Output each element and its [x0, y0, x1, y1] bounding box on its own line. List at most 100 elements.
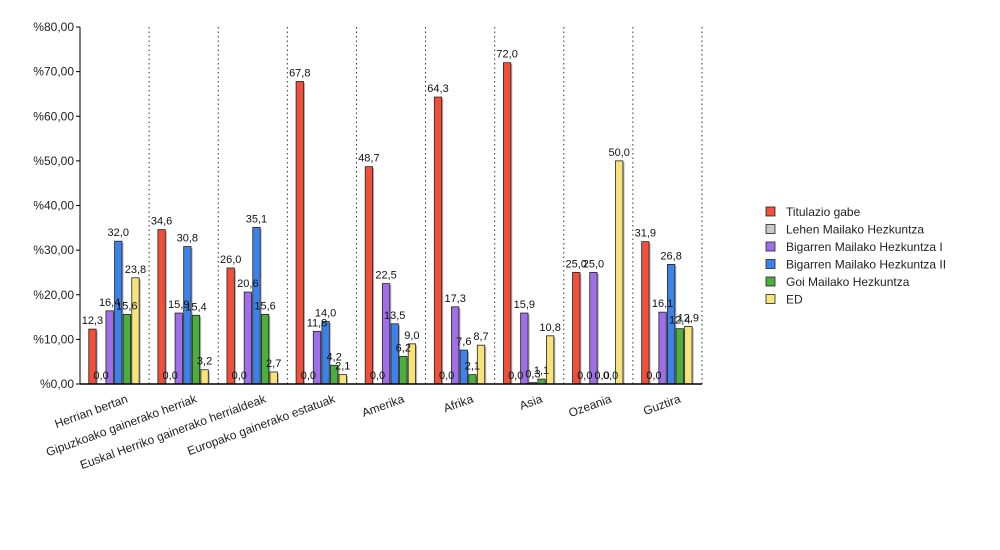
y-tick-label: %60,00 — [33, 109, 74, 123]
legend-label: Bigarren Mailako Hezkuntza II — [786, 258, 946, 272]
data-label: 2,1 — [335, 361, 350, 373]
data-label: 20,6 — [237, 278, 258, 290]
bar — [131, 277, 140, 385]
data-label: 32,0 — [108, 227, 129, 239]
bar — [399, 355, 408, 385]
bar — [200, 369, 209, 385]
legend-swatch — [765, 224, 776, 234]
data-label: 0,3 — [525, 369, 540, 381]
data-label: 11,8 — [307, 317, 328, 329]
data-label: 26,0 — [220, 254, 241, 266]
category-label: Amerika — [360, 392, 406, 420]
bar — [433, 96, 443, 385]
data-label: 1,1 — [534, 365, 549, 377]
legend-swatch — [765, 294, 776, 304]
y-tick-label: %40,00 — [33, 199, 74, 213]
legend-label: Bigarren Mailako Hezkuntza I — [786, 240, 943, 254]
data-label: 7,6 — [456, 336, 471, 348]
data-label: 48,7 — [358, 153, 379, 165]
bar — [114, 240, 123, 385]
bar — [183, 246, 192, 385]
legend-item: ED — [765, 293, 803, 307]
data-label: 12,9 — [678, 312, 699, 324]
category-label: Guztira — [641, 392, 682, 418]
data-label: 0,0 — [301, 370, 316, 382]
category-label: Asia — [518, 392, 545, 413]
legend-swatch — [765, 259, 776, 269]
y-tick-label: %30,00 — [33, 243, 74, 257]
data-label: 25,0 — [583, 258, 604, 270]
data-label: 30,8 — [177, 233, 198, 245]
bar — [572, 272, 581, 385]
data-label: 6,2 — [396, 342, 411, 354]
data-label: 0,0 — [603, 370, 618, 382]
bar — [503, 62, 512, 385]
category-label: Afrika — [442, 392, 476, 416]
data-label: 23,8 — [125, 264, 146, 276]
legend-item: Lehen Mailako Hezkuntza — [765, 223, 924, 237]
data-label: 15,9 — [514, 299, 535, 311]
data-label: 50,0 — [609, 147, 630, 159]
bar — [381, 283, 391, 385]
bar — [157, 229, 166, 385]
data-label: 67,8 — [289, 67, 310, 79]
data-label: 0,0 — [370, 370, 385, 382]
bar — [295, 81, 304, 385]
y-tick-label: %70,00 — [33, 65, 74, 79]
data-label: 0,0 — [163, 370, 178, 382]
bar — [269, 371, 278, 385]
data-label: 16,1 — [652, 298, 673, 310]
bar — [364, 166, 374, 385]
legend-item: Titulazio gabe — [765, 205, 861, 219]
data-label: 0,0 — [93, 370, 108, 382]
data-label: 3,2 — [197, 356, 212, 368]
data-label: 2,1 — [465, 361, 480, 373]
legend-label: Goi Mailako Hezkuntza — [786, 275, 910, 289]
legend-swatch — [765, 241, 776, 252]
legend-label: ED — [786, 293, 803, 307]
data-label: 0,0 — [439, 370, 454, 382]
data-label: 34,6 — [151, 216, 172, 228]
data-label: 0,0 — [508, 370, 523, 382]
data-label: 35,1 — [246, 213, 267, 225]
legend-item: Bigarren Mailako Hezkuntza II — [765, 258, 946, 272]
data-label: 4,2 — [327, 351, 342, 363]
category-label: Ozeania — [567, 392, 614, 421]
bar — [615, 160, 624, 385]
data-label: 0,0 — [232, 370, 247, 382]
data-label: 31,9 — [635, 228, 656, 240]
y-axis: %0,00 %10,00 %20,00 %30,00 %40,00 %50,00 %60,0… — [33, 20, 81, 391]
y-tick-label: %10,00 — [33, 332, 74, 346]
legend: Titulazio gabe Lehen Mailako Hezkuntza Big… — [765, 205, 946, 307]
legend-swatch — [765, 206, 776, 217]
bar — [589, 272, 598, 385]
legend-label: Titulazio gabe — [786, 205, 861, 219]
data-label: 2,7 — [266, 358, 281, 370]
data-label: 10,8 — [539, 322, 560, 334]
y-tick-label: %50,00 — [33, 154, 74, 168]
bar — [338, 374, 347, 385]
legend-label: Lehen Mailako Hezkuntza — [786, 223, 924, 237]
y-tick-label: %20,00 — [33, 288, 74, 302]
data-label: 25,0 — [566, 258, 587, 270]
bar — [226, 267, 235, 385]
data-label: 8,7 — [473, 331, 488, 343]
data-label: 26,8 — [660, 250, 681, 262]
data-label: 0,0 — [646, 370, 661, 382]
data-labels: 12,334,626,067,848,764,372,025,031,90,0 0… — [82, 49, 699, 382]
data-label: 15,4 — [185, 301, 206, 313]
grid-lines — [148, 27, 703, 384]
legend-item: Bigarren Mailako Hezkuntza I — [765, 240, 943, 254]
data-label: 72,0 — [496, 49, 517, 61]
bar — [122, 313, 131, 385]
data-label: 64,3 — [427, 83, 448, 95]
legend-swatch — [765, 276, 776, 287]
data-label: 22,5 — [375, 270, 396, 282]
y-tick-label: %0,00 — [40, 377, 74, 391]
bar — [684, 326, 693, 385]
data-label: 0,0 — [577, 370, 592, 382]
bar — [468, 374, 477, 385]
data-label: 17,3 — [445, 293, 466, 305]
